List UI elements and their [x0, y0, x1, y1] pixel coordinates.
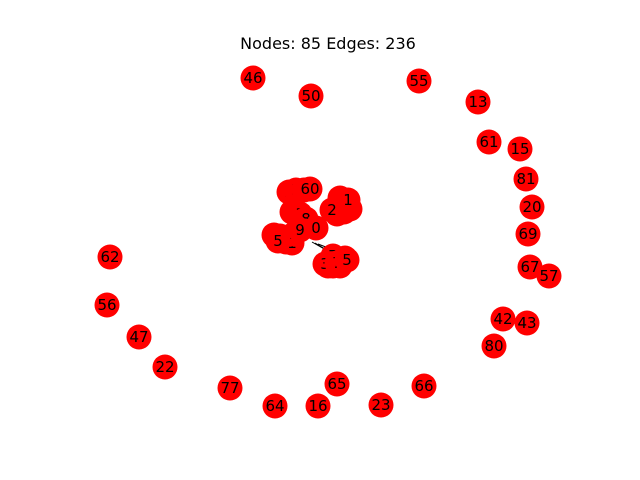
node-circle: [319, 197, 345, 223]
node-circle: [368, 392, 394, 418]
node-label: 43: [517, 314, 536, 332]
graph-node-69: 69: [515, 221, 541, 247]
node-label: 66: [414, 377, 433, 395]
graph-node-22: 22: [152, 354, 178, 380]
node-label: 5: [342, 251, 352, 269]
node-label: 46: [243, 69, 262, 87]
node-label: 13: [468, 93, 487, 111]
graph-node-43: 43: [514, 310, 540, 336]
node-label: 65: [327, 375, 346, 393]
graph-node-23: 23: [368, 392, 394, 418]
node-circle: [517, 254, 543, 280]
node-circle: [481, 333, 507, 359]
graph-node-46: 46: [240, 65, 266, 91]
node-circle: [97, 244, 123, 270]
graph-node-42: 42: [490, 306, 516, 332]
node-label: 61: [479, 133, 498, 151]
node-label: 55: [409, 72, 428, 90]
node-circle: [126, 324, 152, 350]
node-circle: [476, 129, 502, 155]
node-circle: [514, 310, 540, 336]
graph-node-16: 16: [305, 393, 331, 419]
node-circle: [265, 228, 291, 254]
node-circle: [515, 221, 541, 247]
node-circle: [513, 166, 539, 192]
graph-title: Nodes: 85 Edges: 236: [240, 34, 416, 53]
cluster-node-bottom: 5: [334, 247, 360, 273]
node-label: 2: [327, 201, 337, 219]
graph-node-62: 62: [97, 244, 123, 270]
graph-node-81: 81: [513, 166, 539, 192]
graph-node-64: 64: [262, 393, 288, 419]
node-label: 81: [516, 170, 535, 188]
graph-node-57: 57: [536, 263, 562, 289]
node-circle: [240, 65, 266, 91]
node-circle: [152, 354, 178, 380]
node-circle: [262, 393, 288, 419]
graph-node-67: 67: [517, 254, 543, 280]
node-circle: [94, 292, 120, 318]
node-circle: [287, 217, 313, 243]
node-circle: [465, 89, 491, 115]
node-label: 56: [97, 296, 116, 314]
node-label: 23: [371, 396, 390, 414]
graph-node-61: 61: [476, 129, 502, 155]
node-circle: [324, 371, 350, 397]
node-label: 8: [301, 210, 311, 228]
node-label: 16: [308, 397, 327, 415]
node-circle: [297, 176, 323, 202]
node-label: 1: [343, 191, 353, 209]
graph-node-80: 80: [481, 333, 507, 359]
graph-node-47: 47: [126, 324, 152, 350]
cluster-node-left: 9: [287, 217, 313, 243]
node-label: 62: [100, 248, 119, 266]
node-label: 20: [522, 198, 541, 216]
node-label: 15: [510, 140, 529, 158]
node-circle: [305, 393, 331, 419]
node-circle: [490, 306, 516, 332]
node-label: 42: [493, 310, 512, 328]
node-circle: [507, 136, 533, 162]
node-circle: [411, 373, 437, 399]
node-label: 9: [295, 221, 305, 239]
node-circle: [536, 263, 562, 289]
graph-node-13: 13: [465, 89, 491, 115]
node-label: 0: [311, 219, 321, 237]
graph-node-77: 77: [217, 375, 243, 401]
cluster-node-left: 5: [265, 228, 291, 254]
cluster-node-left: 60: [297, 176, 323, 202]
node-circle: [217, 375, 243, 401]
node-circle: [334, 247, 360, 273]
node-label: 80: [484, 337, 503, 355]
graph-node-66: 66: [411, 373, 437, 399]
graph-node-55: 55: [406, 68, 432, 94]
node-label: 77: [220, 379, 239, 397]
node-label: 67: [520, 258, 539, 276]
node-circle: [298, 83, 324, 109]
graph-node-50: 50: [298, 83, 324, 109]
node-label: 57: [539, 267, 558, 285]
node-label: 64: [265, 397, 284, 415]
node-label: 60: [300, 180, 319, 198]
graph-node-65: 65: [324, 371, 350, 397]
node-label: 5: [273, 232, 283, 250]
node-circle: [406, 68, 432, 94]
graph-node-56: 56: [94, 292, 120, 318]
node-circle: [519, 194, 545, 220]
graph-node-15: 15: [507, 136, 533, 162]
graph-node-20: 20: [519, 194, 545, 220]
node-label: 50: [301, 87, 320, 105]
node-label: 69: [518, 225, 537, 243]
node-label: 47: [129, 328, 148, 346]
node-label: 22: [155, 358, 174, 376]
node-layer: 5326041806971259124331112735323475465055…: [94, 65, 562, 419]
cluster-node-right: 2: [319, 197, 345, 223]
